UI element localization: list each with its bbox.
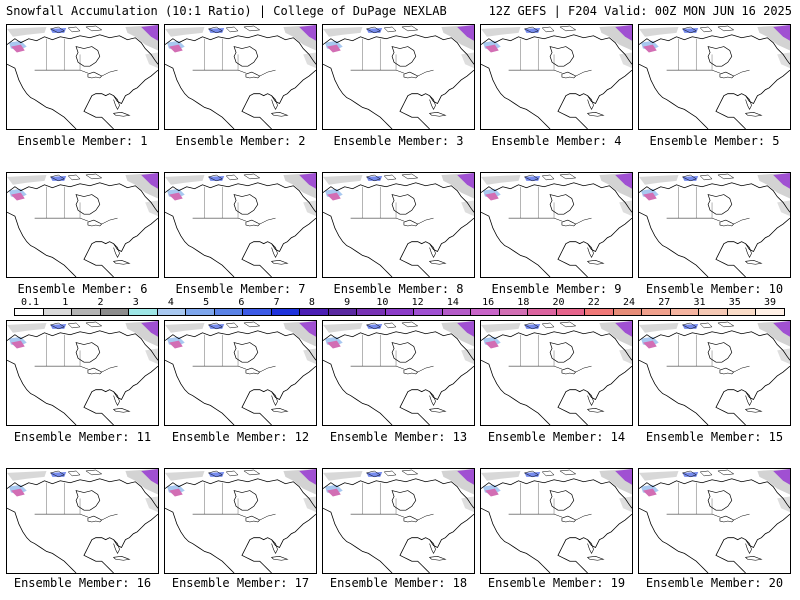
color-scale-swatch [72, 309, 101, 315]
ensemble-member-map [322, 468, 475, 574]
ensemble-member-map [6, 320, 159, 426]
ensemble-member-label: Ensemble Member: 20 [645, 576, 784, 590]
ensemble-member-label: Ensemble Member: 15 [645, 430, 784, 444]
color-scale-tick-label: 18 [517, 297, 530, 308]
ensemble-member-label: Ensemble Member: 8 [333, 282, 464, 296]
ensemble-member-map [638, 320, 791, 426]
color-scale-swatch [214, 309, 244, 315]
ensemble-member-label: Ensemble Member: 2 [175, 134, 306, 148]
color-scale-swatch [243, 309, 272, 315]
color-scale-tick-label: 20 [552, 297, 565, 308]
color-scale-tick-label: 1 [62, 297, 69, 308]
ensemble-member-label: Ensemble Member: 1 [17, 134, 148, 148]
ensemble-member-label: Ensemble Member: 14 [487, 430, 626, 444]
ensemble-member-map [322, 320, 475, 426]
color-scale-tick-label: 4 [167, 297, 174, 308]
ensemble-member-map [164, 468, 317, 574]
ensemble-member-map [6, 468, 159, 574]
color-scale-swatch [471, 309, 500, 315]
snowfall-color-scale [14, 308, 785, 316]
color-scale-tick-label: 2 [97, 297, 104, 308]
ensemble-member-label: Ensemble Member: 19 [487, 576, 626, 590]
color-scale-swatch [271, 309, 301, 315]
model-valid-time: 12Z GEFS | F204 Valid: 00Z MON JUN 16 20… [488, 4, 792, 18]
color-scale-tick-label: 35 [728, 297, 741, 308]
color-scale-swatch [157, 309, 187, 315]
color-scale-tick-label: 3 [132, 297, 139, 308]
color-scale-swatch [129, 309, 158, 315]
ensemble-member-label: Ensemble Member: 16 [13, 576, 152, 590]
color-scale-swatch [43, 309, 73, 315]
ensemble-member-label: Ensemble Member: 4 [491, 134, 622, 148]
ensemble-member-map [480, 320, 633, 426]
color-scale-swatch [699, 309, 728, 315]
color-scale-swatch [499, 309, 529, 315]
color-scale-swatch [585, 309, 614, 315]
color-scale-swatch [442, 309, 472, 315]
color-scale-tick-label: 14 [446, 297, 459, 308]
ensemble-member-label: Ensemble Member: 3 [333, 134, 464, 148]
ensemble-member-map [638, 468, 791, 574]
color-scale-swatch [385, 309, 415, 315]
ensemble-member-label: Ensemble Member: 7 [175, 282, 306, 296]
color-scale-tick-label: 6 [238, 297, 245, 308]
ensemble-member-label: Ensemble Member: 18 [329, 576, 468, 590]
color-scale-tick-label: 27 [658, 297, 671, 308]
color-scale-tick-label: 22 [587, 297, 600, 308]
ensemble-member-label: Ensemble Member: 12 [171, 430, 310, 444]
color-scale-tick-label: 10 [376, 297, 389, 308]
color-scale-tick-label: 9 [344, 297, 351, 308]
color-scale-swatch [100, 309, 130, 315]
color-scale-swatch [15, 309, 44, 315]
color-scale-tick-label: 24 [623, 297, 636, 308]
ensemble-member-label: Ensemble Member: 10 [645, 282, 784, 296]
ensemble-member-map [164, 172, 317, 278]
ensemble-member-map [164, 320, 317, 426]
color-scale-swatch [357, 309, 386, 315]
ensemble-member-map [164, 24, 317, 130]
ensemble-member-label: Ensemble Member: 5 [649, 134, 780, 148]
color-scale-tick-label: 7 [273, 297, 280, 308]
color-scale-tick-label: 39 [763, 297, 777, 308]
color-scale-tick-label: 5 [203, 297, 210, 308]
ensemble-member-map [638, 172, 791, 278]
color-scale-swatch [528, 309, 557, 315]
color-scale-swatch [727, 309, 757, 315]
ensemble-member-map [480, 468, 633, 574]
ensemble-member-label: Ensemble Member: 17 [171, 576, 310, 590]
color-scale-swatch [642, 309, 671, 315]
ensemble-member-map [6, 172, 159, 278]
color-scale-swatch [670, 309, 700, 315]
color-scale-swatch [300, 309, 329, 315]
ensemble-member-label: Ensemble Member: 9 [491, 282, 622, 296]
ensemble-member-map [6, 24, 159, 130]
color-scale-tick-label: 0.1 [20, 297, 40, 308]
ensemble-member-label: Ensemble Member: 6 [17, 282, 148, 296]
color-scale-swatch [414, 309, 443, 315]
ensemble-member-map [322, 24, 475, 130]
color-scale-swatch [556, 309, 586, 315]
map-title: Snowfall Accumulation (10:1 Ratio) | Col… [6, 4, 447, 18]
ensemble-member-map [322, 172, 475, 278]
color-scale-tick-label: 12 [411, 297, 424, 308]
ensemble-member-map [480, 172, 633, 278]
ensemble-member-map [480, 24, 633, 130]
color-scale-swatch [328, 309, 358, 315]
color-scale-tick-label: 8 [308, 297, 315, 308]
color-scale-tick-label: 31 [693, 297, 706, 308]
color-scale-swatch [186, 309, 215, 315]
ensemble-member-map [638, 24, 791, 130]
ensemble-member-label: Ensemble Member: 13 [329, 430, 468, 444]
ensemble-member-label: Ensemble Member: 11 [13, 430, 152, 444]
color-scale-swatch [756, 309, 784, 315]
color-scale-tick-label: 16 [482, 297, 495, 308]
color-scale-swatch [613, 309, 643, 315]
